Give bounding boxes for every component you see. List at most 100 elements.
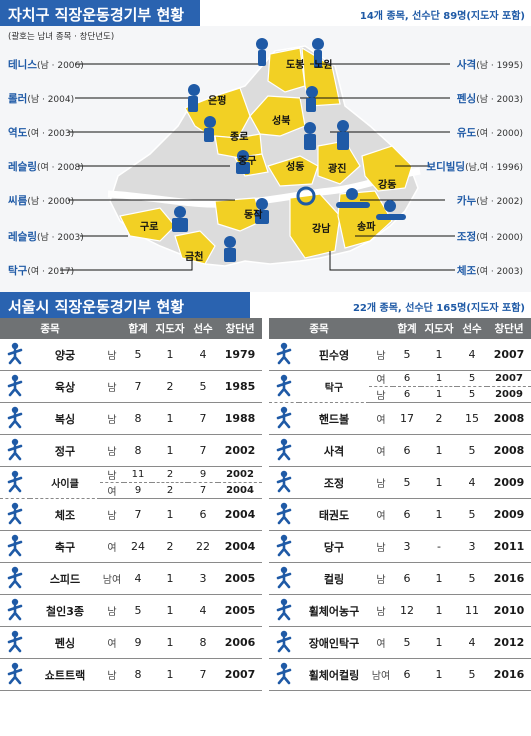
- shooting-player-icon: [312, 38, 324, 50]
- coach-cell: 1: [152, 434, 188, 467]
- district-sport-label: 조정(여 · 2000): [456, 231, 523, 243]
- total-cell: 8: [124, 402, 152, 435]
- district-label-jongno: 종로: [230, 132, 249, 143]
- total-cell: 7: [124, 370, 152, 403]
- coach-cell: 1: [152, 594, 188, 627]
- seoul-section-header: 서울시 직장운동경기부 현황 22개 종목, 선수단 165명(지도자 포함): [0, 292, 531, 318]
- total-cell: 4: [124, 562, 152, 595]
- sport-name: 철인3종: [30, 594, 100, 627]
- coach-cell: 1: [421, 498, 457, 531]
- year-cell: 2012: [487, 626, 531, 659]
- district-sport-label: 보디빌딩(남,여 · 1996): [426, 161, 523, 173]
- players-cell: 4: [188, 594, 218, 627]
- total-cell: 6: [393, 498, 421, 531]
- district-label-gwangjin: 광진: [328, 164, 347, 175]
- district-sport-label: 레슬링(여 · 2008): [8, 161, 84, 173]
- players-cell: 4: [457, 339, 487, 371]
- sport-name: 체조: [30, 498, 100, 531]
- sport-name: 사격: [299, 434, 369, 467]
- total-cell: 12: [393, 594, 421, 627]
- sport-icon-cell: [269, 402, 299, 435]
- col-players: 선수: [188, 318, 218, 339]
- total-cell: 24: [124, 530, 152, 563]
- year-cell: 2010: [487, 594, 531, 627]
- year-cell: 1985: [218, 370, 262, 403]
- tennis-player-icon: [256, 38, 268, 50]
- total-cell: 5: [393, 626, 421, 659]
- col-sport: 종목: [269, 318, 369, 339]
- total-cell: 9: [124, 626, 152, 659]
- total-cell: 6: [393, 370, 421, 387]
- year-cell: 2005: [218, 594, 262, 627]
- district-sport-label: 테니스(남 · 2006): [8, 59, 84, 71]
- sport-name: 핀수영: [299, 339, 369, 371]
- col-sport: 종목: [0, 318, 100, 339]
- soft-tennis-icon: [3, 437, 27, 461]
- year-cell: 2008: [487, 402, 531, 435]
- sport-name: 태권도: [299, 498, 369, 531]
- total-cell: 3: [393, 530, 421, 563]
- col-gender: [100, 318, 124, 339]
- table-row: 쇼트트랙 남 8 1 7 2007: [0, 658, 262, 691]
- coach-cell: 2: [152, 530, 188, 563]
- year-cell: 2005: [218, 562, 262, 595]
- sport-icon-cell: [0, 594, 30, 627]
- seoul-title-bar: [0, 292, 250, 318]
- gender-cell: 남: [369, 466, 393, 499]
- gender-cell: 남: [100, 402, 124, 435]
- district-gangnam: [289, 193, 341, 259]
- players-cell: 8: [188, 626, 218, 659]
- fencing-icon: [3, 629, 27, 653]
- gender-cell: 여: [369, 434, 393, 467]
- year-cell: 2007: [487, 370, 531, 387]
- archery-icon: [3, 341, 27, 365]
- players-cell: 6: [188, 498, 218, 531]
- fin-swimming-icon: [272, 341, 296, 365]
- sport-icon-cell: [0, 339, 30, 371]
- district-label-dobong: 도봉: [286, 60, 305, 71]
- gender-cell: 남: [369, 562, 393, 595]
- total-cell: 5: [124, 339, 152, 371]
- para-table-tennis-icon: [272, 629, 296, 653]
- table-row: 정구 남 8 1 7 2002: [0, 434, 262, 467]
- col-coach: 지도자: [421, 318, 457, 339]
- sport-icon-cell: [0, 626, 30, 659]
- gymnastics-icon: [3, 501, 27, 525]
- coach-cell: 1: [421, 466, 457, 499]
- coach-cell: 1: [152, 626, 188, 659]
- gender-cell: 남: [100, 498, 124, 531]
- district-sport-label: 사격(남 · 1995): [456, 59, 523, 71]
- players-cell: 5: [457, 370, 487, 387]
- gender-cell: 여: [369, 498, 393, 531]
- judo-player-icon: [304, 122, 316, 134]
- year-cell: 2016: [487, 658, 531, 691]
- year-cell: 1988: [218, 402, 262, 435]
- gymnastics-player-icon: [296, 186, 316, 206]
- district-dobong: [267, 47, 306, 93]
- players-cell: 5: [457, 386, 487, 403]
- players-cell: 11: [457, 594, 487, 627]
- gender-cell: 여: [369, 402, 393, 435]
- table-row: 복싱 남 8 1 7 1988: [0, 402, 262, 435]
- shooting-icon: [272, 437, 296, 461]
- coach-cell: 1: [421, 339, 457, 371]
- year-cell: 2002: [218, 434, 262, 467]
- gender-cell: 남: [100, 658, 124, 691]
- coach-cell: 1: [421, 562, 457, 595]
- table-row: 휠체어농구 남 12 1 11 2010: [269, 594, 531, 627]
- players-cell: 9: [188, 466, 218, 483]
- district-geumcheon: [174, 230, 216, 265]
- district-label-gangnam: 강남: [312, 224, 331, 235]
- sport-icon-cell: [0, 530, 30, 563]
- table-row: 컬링 남 6 1 5 2016: [269, 562, 531, 595]
- gender-cell: 남: [369, 339, 393, 371]
- district-label-dongjak: 동작: [244, 210, 263, 221]
- players-cell: 4: [188, 339, 218, 371]
- table-row: 당구 남 3-3 2011: [269, 530, 531, 563]
- district-eunpyeong: [184, 87, 251, 139]
- sport-icon-cell: [269, 339, 299, 371]
- total-cell: 7: [124, 498, 152, 531]
- speed-skating-icon: [3, 565, 27, 589]
- coach-cell: 1: [421, 594, 457, 627]
- table-tennis-icon: [272, 373, 296, 397]
